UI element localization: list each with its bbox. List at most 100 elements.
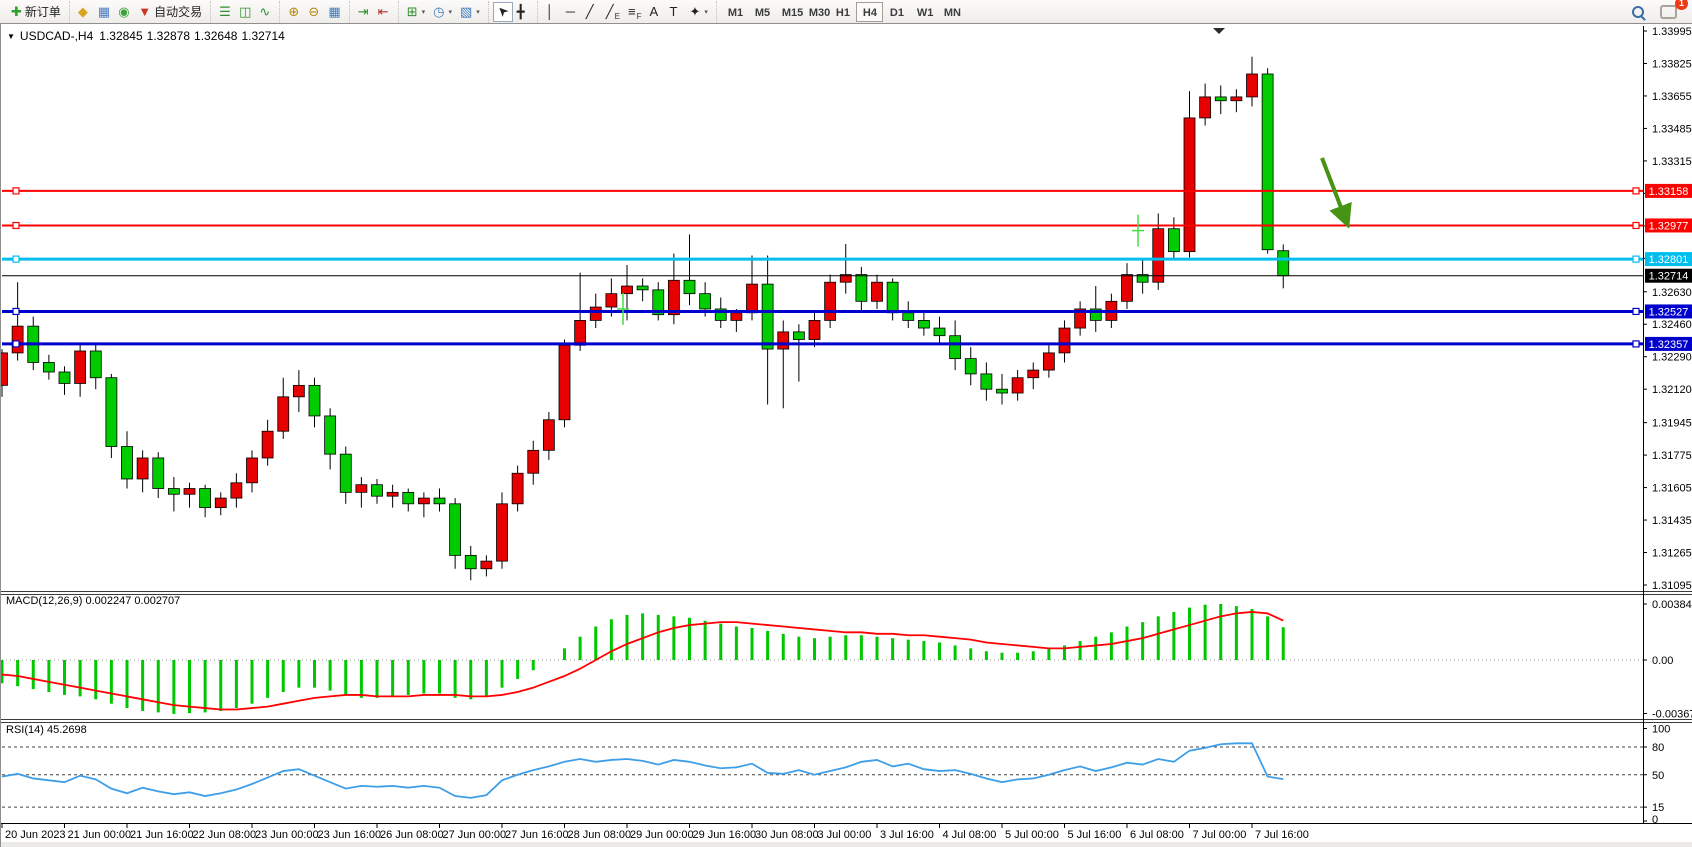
profiles-dropdown[interactable]: ◷ ▾ [429,2,456,22]
svg-text:1.32527: 1.32527 [1649,306,1689,318]
auto-scroll-icon: ⇥ [357,4,369,19]
price-axis-tick: 1.33655 [1652,91,1692,103]
price-axis-tick: 1.32120 [1652,384,1692,396]
svg-text:1.33158: 1.33158 [1649,186,1689,198]
zoom-in-button[interactable]: ⊕ [284,2,304,22]
date-axis-label: 27 Jun 00:00 [443,829,507,841]
chart-shift-marker[interactable] [1213,28,1225,34]
rsi-axis-tick: 80 [1652,742,1664,754]
price-axis-tick: 1.31095 [1652,580,1692,592]
timeframe-d1-button[interactable]: D1 [883,2,910,22]
bar-chart-button[interactable]: ☰ [215,2,235,22]
hline-1.32357[interactable] [2,340,1643,348]
fibonacci-button[interactable]: ≡ F [624,2,645,22]
timeframe-toolbar: M1 M5 M15 M30 H1 H4 D1 W1 MN [715,0,968,23]
dropdown-caret-icon: ▾ [448,8,452,16]
date-axis-label: 23 Jun 00:00 [255,829,319,841]
bar-chart-icon: ☰ [219,4,231,19]
cross-marker[interactable] [617,292,629,325]
search-button[interactable] [1628,2,1648,22]
chart-symbol-period: USDCAD-,H4 [19,29,94,43]
macd-axis-tick: 0.00 [1652,655,1673,667]
timeframe-m30-button[interactable]: M30 [802,2,830,22]
date-axis-label: 20 Jun 2023 [5,829,66,841]
price-axis-tick: 1.33825 [1652,58,1692,70]
timeframe-w1-button[interactable]: W1 [910,2,937,22]
rsi-axis-tick: 15 [1652,802,1664,814]
price-axis-tick: 1.32630 [1652,287,1692,299]
toolbar-group: ✚ 新订单 [3,1,69,23]
price-axis-tick: 1.33995 [1652,26,1692,38]
timeframe-m1-button[interactable]: M1 [721,2,748,22]
vertical-line-button[interactable]: │ [542,2,562,22]
macd-axis-tick: 0.003846 [1652,599,1692,611]
price-tag: 1.32527 [1645,304,1692,319]
market-button[interactable]: ◆ [74,2,94,22]
rsi-line [1,742,1284,799]
zoom-out-button[interactable]: ⊖ [304,2,324,22]
toolbar-group: ⊕ ⊖ ▦ [279,0,348,23]
chart-shift-button[interactable]: ⇤ [374,2,394,22]
label-button[interactable]: T [665,2,685,22]
chat-button[interactable]: 1 [1656,0,1688,22]
chart-title-collapse-icon[interactable]: ▼ [7,31,15,41]
date-axis-label: 5 Jul 16:00 [1068,829,1122,841]
down-arrow-annotation[interactable] [1320,157,1352,229]
chat-icon [1660,4,1677,19]
chart-shift-icon: ⇤ [377,4,389,19]
chart-open-value: 1.32845 [99,29,143,43]
date-axis-label: 23 Jun 16:00 [318,829,382,841]
channel-button[interactable]: ╱ E [602,2,624,22]
date-axis-label: 21 Jun 16:00 [130,829,194,841]
horizontal-line-icon: ─ [565,4,576,19]
signals-button[interactable]: ◉ [114,2,134,22]
price-axis-tick: 1.33315 [1652,156,1692,168]
trendline-button[interactable]: ╱ [582,2,602,22]
horizontal-line-button[interactable]: ─ [562,2,582,22]
fibonacci-icon: ≡ [627,4,636,19]
candlestick-chart-icon: ◫ [239,4,252,19]
timeframe-m5-button[interactable]: M5 [748,2,775,22]
chart-window[interactable]: ▼ USDCAD-,H4 1.32845 1.32878 1.32648 1.3… [0,23,1692,847]
hline-1.32801[interactable] [2,255,1643,263]
cross-marker[interactable] [1132,214,1144,247]
tile-windows-button[interactable]: ▦ [324,2,344,22]
cursor-button[interactable]: ➤ [492,1,513,22]
timeframe-h1-button[interactable]: H1 [829,2,856,22]
hline-1.32527[interactable] [2,307,1643,316]
chart-low-value: 1.32648 [194,29,238,43]
new-order-button-label: 新订单 [24,5,61,19]
crosshair-button[interactable]: ╋ [513,2,533,22]
candlestick-series[interactable] [0,56,1290,581]
timeframe-h4-button[interactable]: H4 [855,1,883,22]
templates-dropdown[interactable]: ▧ ▾ [456,2,484,22]
candlestick-chart-button[interactable]: ◫ [235,2,255,22]
autotrading-button[interactable]: ▼ 自动交易 [134,2,206,22]
crosshair-icon: ╋ [516,4,525,19]
new-chart-dropdown[interactable]: ⊞ ▾ [403,2,429,22]
price-tag: 1.32714 [1645,268,1692,283]
date-axis-label: 7 Jul 16:00 [1255,829,1309,841]
zoom-in-icon: ⊕ [288,4,300,19]
auto-scroll-button[interactable]: ⇥ [354,2,374,22]
shapes-dropdown[interactable]: ✦ ▾ [685,2,711,22]
hline-1.33158[interactable] [2,187,1643,195]
chart-canvas[interactable]: 1.33995 1.33825 1.33655 1.33485 1.33315 1.331… [0,24,1692,847]
toolbar-group: ➤ ╋ [487,0,537,23]
date-axis-label: 27 Jun 16:00 [505,829,569,841]
timeframe-m15-button[interactable]: M15 [775,2,803,22]
price-tag: 1.32977 [1645,218,1692,233]
autotrading-icon: ▼ [138,4,152,19]
text-button[interactable]: A [645,2,665,22]
date-axis-label: 29 Jun 00:00 [630,829,694,841]
fibonacci-icon-sub: F [636,11,642,21]
toolbar-group: ⊞ ▾ ◷ ▾ ▧ ▾ [397,0,488,23]
hline-1.32977[interactable] [2,221,1643,230]
new-order-button[interactable]: ✚ 新订单 [7,2,65,22]
line-chart-button[interactable]: ∿ [255,2,275,22]
profile-button[interactable]: ▦ [94,2,114,22]
price-axis[interactable]: 1.33995 1.33825 1.33655 1.33485 1.33315 1.331… [1643,26,1692,826]
timeframe-mn-button[interactable]: MN [937,2,964,22]
